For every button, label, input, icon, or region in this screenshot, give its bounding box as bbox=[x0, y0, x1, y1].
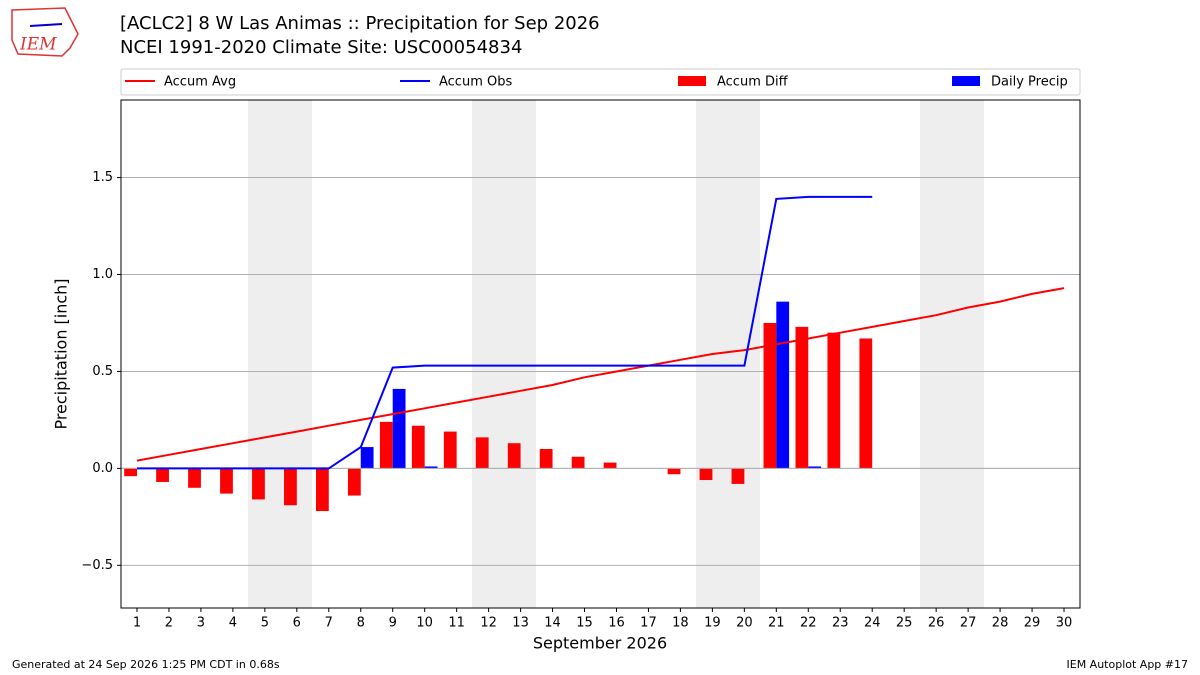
legend-swatch bbox=[952, 76, 980, 86]
bar bbox=[507, 443, 521, 469]
bar bbox=[220, 468, 233, 494]
bar bbox=[571, 456, 585, 469]
shade bbox=[920, 100, 984, 608]
logo: IEM bbox=[11, 7, 79, 57]
x-tick-label: 16 bbox=[608, 616, 625, 631]
y-tick-label: −0.5 bbox=[81, 558, 113, 573]
x-tick-label: 5 bbox=[261, 616, 269, 631]
x-tick-label: 25 bbox=[896, 616, 913, 631]
x-tick-label: 18 bbox=[672, 616, 689, 631]
x-tick-label: 9 bbox=[389, 616, 397, 631]
x-tick-label: 28 bbox=[992, 616, 1009, 631]
logo-line bbox=[29, 23, 63, 27]
x-tick-label: 4 bbox=[229, 616, 237, 631]
bar bbox=[539, 449, 553, 469]
bar bbox=[360, 447, 374, 469]
bar bbox=[667, 468, 681, 475]
x-axis-label: September 2026 bbox=[533, 634, 667, 653]
chart-subtitle: NCEI 1991-2020 Climate Site: USC00054834 bbox=[120, 37, 522, 58]
line bbox=[136, 287, 1065, 462]
x-tick-label: 23 bbox=[832, 616, 849, 631]
logo-text: IEM bbox=[19, 35, 57, 55]
legend-label: Accum Diff bbox=[717, 75, 789, 90]
x-tick-label: 26 bbox=[928, 616, 945, 631]
legend-box bbox=[120, 68, 1081, 96]
x-tick-label: 1 bbox=[133, 616, 141, 631]
x-tick-label: 3 bbox=[197, 616, 205, 631]
x-tick-label: 8 bbox=[357, 616, 365, 631]
x-tick-label: 11 bbox=[448, 616, 465, 631]
chart-title: [ACLC2] 8 W Las Animas :: Precipitation … bbox=[120, 13, 600, 34]
bar bbox=[424, 466, 438, 469]
bar bbox=[392, 388, 406, 469]
x-tick-label: 7 bbox=[325, 616, 333, 631]
x-tick-label: 19 bbox=[704, 616, 721, 631]
y-tick-label: 1.0 bbox=[92, 267, 113, 282]
bar bbox=[763, 322, 777, 469]
shade bbox=[248, 100, 312, 608]
x-tick-label: 12 bbox=[480, 616, 497, 631]
x-tick-label: 10 bbox=[416, 616, 433, 631]
footer-right: IEM Autoplot App #17 bbox=[1067, 658, 1189, 671]
x-tick-label: 22 bbox=[800, 616, 817, 631]
bar bbox=[315, 468, 329, 512]
plot-frame bbox=[120, 99, 1081, 609]
weekend-shading bbox=[248, 100, 984, 608]
bar bbox=[795, 326, 809, 469]
x-tick-label: 17 bbox=[640, 616, 657, 631]
y-axis-label: Precipitation [inch] bbox=[52, 278, 71, 429]
legend-label: Accum Avg bbox=[164, 75, 236, 90]
bar bbox=[379, 421, 393, 469]
x-tick-label: 14 bbox=[544, 616, 561, 631]
bar bbox=[776, 301, 790, 469]
x-tick-label: 13 bbox=[512, 616, 529, 631]
bar bbox=[347, 468, 361, 496]
x-tick-label: 15 bbox=[576, 616, 593, 631]
shade bbox=[696, 100, 760, 608]
y-tick-label: 1.5 bbox=[92, 170, 113, 185]
bar bbox=[156, 468, 169, 482]
legend-label: Accum Obs bbox=[439, 75, 512, 90]
bar bbox=[808, 466, 822, 469]
x-tick-label: 30 bbox=[1056, 616, 1073, 631]
bar bbox=[699, 468, 713, 481]
x-tick-label: 27 bbox=[960, 616, 977, 631]
logo-outline bbox=[11, 7, 79, 57]
bar bbox=[124, 468, 137, 477]
legend-swatch bbox=[678, 76, 706, 86]
x-tick-label: 21 bbox=[768, 616, 785, 631]
bar bbox=[475, 437, 489, 469]
bar bbox=[603, 462, 617, 469]
y-tick-label: 0.0 bbox=[92, 461, 113, 476]
bar bbox=[188, 468, 201, 488]
x-tick-label: 20 bbox=[736, 616, 753, 631]
bar bbox=[827, 332, 841, 469]
bar bbox=[859, 338, 873, 469]
bar bbox=[731, 468, 745, 484]
x-tick-label: 29 bbox=[1024, 616, 1041, 631]
bar bbox=[284, 468, 297, 506]
line bbox=[137, 195, 873, 470]
bar bbox=[443, 431, 457, 469]
footer-left: Generated at 24 Sep 2026 1:25 PM CDT in … bbox=[12, 658, 280, 671]
shade bbox=[472, 100, 536, 608]
x-tick-label: 6 bbox=[293, 616, 301, 631]
x-tick-label: 24 bbox=[864, 616, 881, 631]
bar bbox=[252, 468, 265, 500]
x-tick-label: 2 bbox=[165, 616, 173, 631]
y-tick-label: 0.5 bbox=[92, 364, 113, 379]
bar bbox=[411, 425, 425, 469]
legend-label: Daily Precip bbox=[991, 75, 1068, 90]
